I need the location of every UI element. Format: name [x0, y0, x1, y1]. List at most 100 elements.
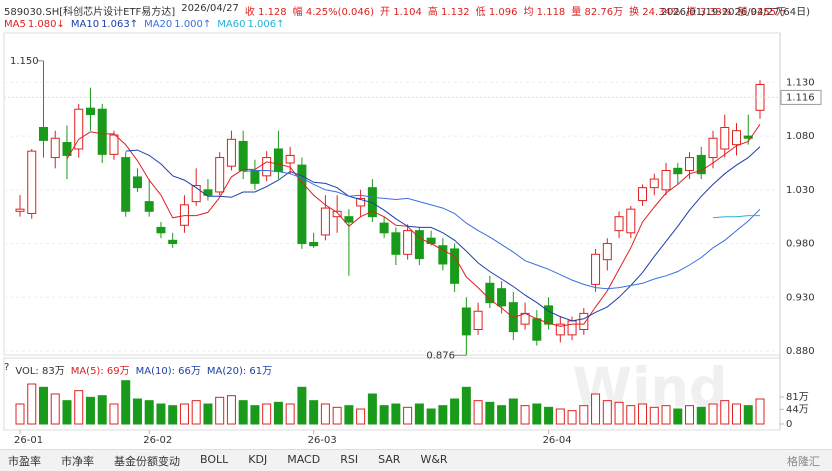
volume-bar [520, 405, 530, 425]
quote-field: 均 1.118 [523, 7, 566, 18]
volume-bar [414, 403, 424, 425]
volume-bar [203, 403, 213, 425]
volume-bar [191, 400, 201, 425]
volume-bar [367, 393, 377, 425]
last-price-label: 1.116 [786, 92, 815, 103]
volume-bar [285, 403, 295, 425]
candle-body [238, 140, 248, 171]
candle-body [732, 130, 742, 146]
candle-body [602, 243, 612, 261]
volume-bar [121, 380, 131, 425]
chart: Wind0.8800.9300.9801.0301.0801.130044万81… [3, 32, 822, 446]
candle-body [473, 310, 483, 331]
ma-value: 1.080↓ [27, 19, 65, 30]
volume-bar [144, 400, 154, 425]
candle-body [121, 157, 131, 212]
candle-body [226, 138, 236, 167]
volume-bar [250, 405, 260, 425]
tab[interactable]: 基金份额变动 [114, 455, 180, 468]
volume-bar [602, 400, 612, 425]
candle-body [626, 208, 636, 234]
tab[interactable]: 市净率 [61, 455, 94, 468]
candle-body [743, 135, 753, 139]
volume-bar [461, 386, 471, 425]
volume-bar [85, 396, 95, 425]
volume-bar [485, 401, 495, 425]
volume-bar [403, 406, 413, 425]
volume-bar [344, 405, 354, 425]
candle-body [273, 148, 283, 173]
candle-body [144, 201, 154, 212]
quote-field: 高 1.132 [427, 7, 470, 18]
candle-body [109, 134, 119, 155]
volume-bar [332, 406, 342, 425]
volume-field: MA(20): 61万 [206, 366, 273, 377]
candle-body [638, 187, 648, 202]
x-tick-label: 26-02 [143, 435, 172, 446]
volume-bar [379, 405, 389, 425]
y-tick-label: 0.980 [786, 239, 815, 250]
volume-bar [50, 393, 60, 425]
quote-field: 低 1.096 [475, 7, 518, 18]
candle-body [544, 305, 554, 325]
candle-body [685, 157, 695, 171]
candle-body [85, 107, 95, 116]
tab[interactable]: SAR [378, 453, 401, 466]
ma-line [125, 146, 761, 322]
ma-line [243, 170, 761, 290]
volume-bar [591, 393, 601, 425]
ma-line [66, 124, 761, 327]
volume-bar [720, 400, 730, 425]
volume-bar [297, 386, 307, 425]
vol-tick-label: 81万 [786, 392, 809, 403]
candle-body [532, 318, 542, 341]
volume-bar [438, 405, 448, 425]
tab[interactable]: W&R [420, 453, 448, 466]
volume-bar [638, 403, 648, 425]
quote-field: 换 24.34% [629, 7, 681, 18]
last-price-box [780, 89, 822, 105]
volume-field: MA(5): 69万 [70, 366, 130, 377]
volume-bar [708, 403, 718, 425]
candle-body [179, 204, 189, 226]
ma-name: MA60 [217, 19, 246, 30]
x-tick-label: 26-03 [308, 435, 337, 446]
volume-bar [743, 405, 753, 425]
volume-bar [532, 403, 542, 425]
tab[interactable]: KDJ [248, 453, 268, 466]
tab[interactable]: MACD [287, 453, 321, 466]
volume-bar [179, 403, 189, 425]
candle-body [262, 157, 272, 177]
candle-body [156, 226, 166, 234]
candle-body [38, 126, 48, 141]
volume-bar [508, 398, 518, 425]
volume-bar [473, 400, 483, 425]
candle-body [708, 137, 718, 159]
tab[interactable]: BOLL [200, 453, 229, 466]
ma-value: 1.000↑ [174, 19, 212, 30]
candle-body [555, 323, 565, 336]
candle-body [403, 230, 413, 255]
volume-bar [673, 408, 683, 425]
candle-body [485, 282, 495, 304]
tab[interactable]: RSI [340, 453, 359, 466]
ma-value: 1.006↑ [247, 19, 285, 30]
tab[interactable]: 市盈率 [8, 455, 41, 468]
volume-bar [391, 403, 401, 425]
candle-body [74, 108, 84, 150]
volume-bar [15, 403, 25, 425]
quote-field: 幅 4.25%(0.046) [292, 7, 375, 18]
volume-header: ? VOL: 83万 MA(5): 69万 MA(10): 66万 MA(20): 61… [4, 362, 272, 377]
volume-bar [579, 405, 589, 425]
volume-field: MA(10): 66万 [135, 366, 201, 377]
candle-body [132, 176, 142, 189]
volume-field: ? [4, 362, 10, 373]
quote-header: 589030.SH[科创芯片设计ETF易方达] 2026/04/27 收 1.128… [4, 3, 786, 18]
volume-bar [38, 386, 48, 425]
quote-field: 589030.SH[科创芯片设计ETF易方达] [4, 7, 176, 18]
ma-legend: MA5 1.080↓ MA10 1.063↑ MA20 1.000↑ MA60 1.006↑ [4, 19, 285, 30]
candle-body [332, 210, 342, 218]
candle-body [250, 169, 260, 184]
volume-bar [262, 403, 272, 425]
candle-body [450, 248, 460, 284]
